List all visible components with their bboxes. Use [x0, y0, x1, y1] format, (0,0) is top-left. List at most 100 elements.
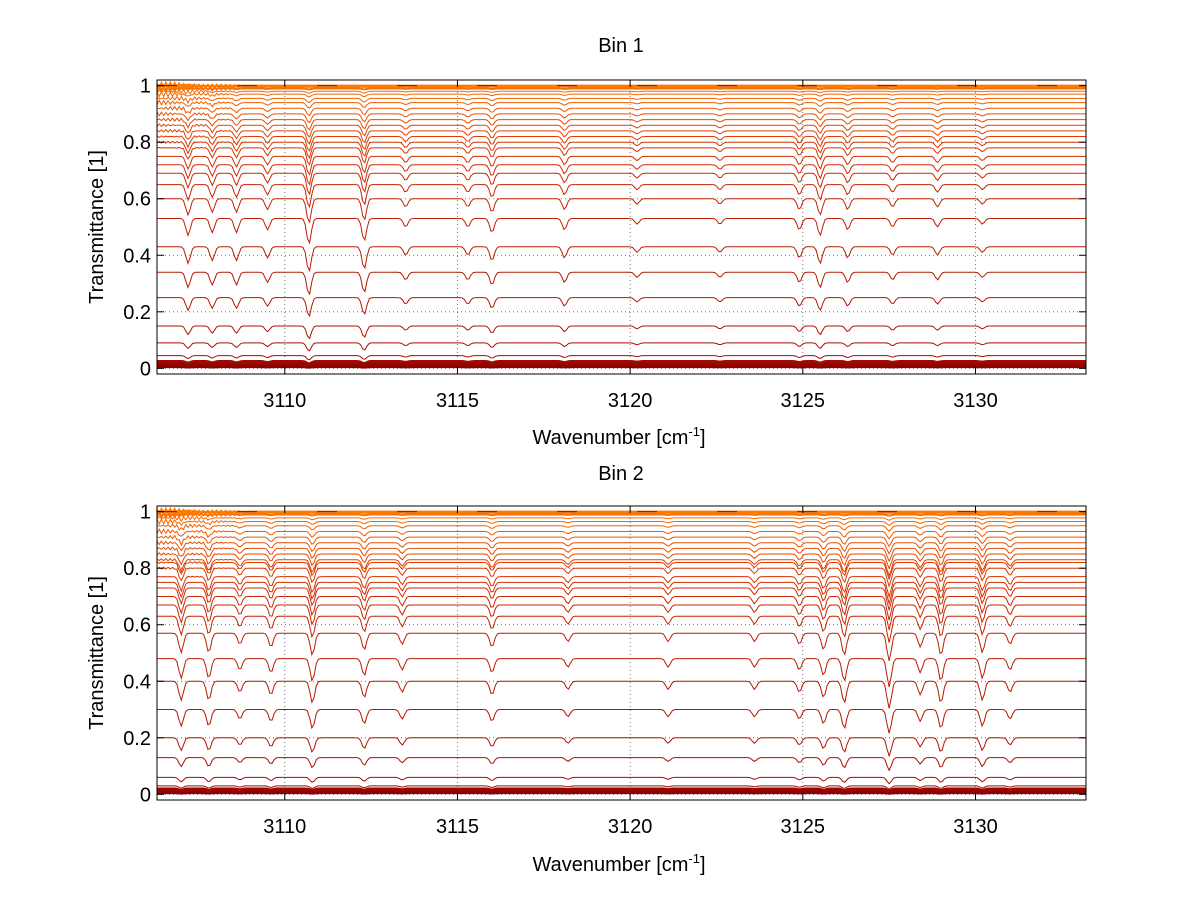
series-line [157, 172, 1086, 196]
series-line [157, 360, 1086, 365]
series-group [156, 506, 1086, 795]
series-line [156, 506, 1086, 517]
series-line [156, 111, 1086, 124]
x-axis-ticks: 3110 3115 3120 3125 3130 [263, 506, 998, 838]
series-line [157, 218, 1086, 245]
x-tick-label: 3125 [781, 816, 826, 838]
series-line [156, 566, 1086, 588]
plot-frame [156, 505, 1087, 801]
series-line [156, 546, 1086, 563]
series-line [156, 523, 1086, 532]
chart-title: Bin 2 [598, 463, 644, 485]
y-tick-label: 0.4 [123, 671, 151, 693]
series-line [156, 88, 1086, 95]
series-line [157, 184, 1086, 209]
y-tick-label: 1 [140, 76, 151, 98]
y-tick-label: 0.2 [123, 302, 151, 324]
y-axis-ticks: 0 0.2 0.4 0.6 0.8 1 [123, 502, 1086, 806]
x-axis-label: Wavenumber [cm-1] [532, 424, 705, 449]
series-line [157, 709, 1086, 734]
x-axis-ticks: 3110 3115 3120 3125 3130 [263, 80, 998, 412]
series-line [157, 791, 1086, 795]
y-axis-label: Transmittance [1] [86, 150, 108, 304]
series-line [156, 509, 1086, 520]
y-axis-label: Transmittance [1] [86, 576, 108, 730]
series-line [157, 787, 1086, 793]
x-tick-label: 3115 [436, 390, 479, 412]
series-line [157, 364, 1086, 368]
y-tick-label: 0.6 [123, 615, 151, 637]
series-line [156, 83, 1086, 94]
series-line [157, 587, 1086, 611]
series-line [157, 271, 1086, 296]
series-line [156, 105, 1086, 117]
x-tick-label: 3115 [436, 816, 479, 838]
x-tick-label: 3120 [608, 816, 653, 838]
series-line [156, 90, 1086, 99]
series-line [157, 658, 1086, 687]
series-line [157, 355, 1086, 361]
series-line [157, 246, 1086, 273]
x-tick-label: 3110 [263, 816, 306, 838]
series-line [157, 757, 1086, 772]
series-line [156, 534, 1086, 548]
series-line [156, 99, 1086, 109]
x-tick-label: 3130 [953, 390, 998, 412]
x-tick-label: 3125 [781, 390, 826, 412]
series-line [156, 128, 1086, 145]
series-line [157, 581, 1086, 606]
series-line [157, 776, 1086, 785]
grid [157, 506, 1086, 800]
series-line [157, 615, 1086, 643]
plot-frame [156, 79, 1087, 375]
series-line [157, 632, 1086, 662]
series-line [157, 604, 1086, 631]
chart-bin-1: Bin 1 3110 3115 3120 3125 3130 0 0.2 0.4 0.6 0.8… [86, 35, 1087, 449]
series-line [156, 117, 1086, 131]
x-tick-label: 3130 [953, 816, 998, 838]
series-line [156, 140, 1086, 159]
y-tick-label: 0.2 [123, 728, 151, 750]
y-tick-label: 0.8 [123, 558, 151, 580]
series-line [157, 198, 1086, 224]
series-line [156, 575, 1086, 599]
y-tick-label: 0 [140, 784, 151, 806]
series-line [157, 737, 1086, 758]
series-line [156, 528, 1086, 540]
y-tick-label: 0.6 [123, 189, 151, 211]
series-line [157, 785, 1086, 790]
chart-bin-2: Bin 2 3110 3115 3120 3125 3130 0 0.2 0.4 0.6 0.8… [86, 463, 1087, 876]
series-line [156, 146, 1086, 166]
series-line [157, 164, 1086, 186]
y-tick-label: 1 [140, 502, 151, 524]
series-line [156, 552, 1086, 570]
x-axis-label: Wavenumber [cm-1] [532, 851, 705, 876]
y-tick-label: 0.4 [123, 245, 151, 267]
series-line [156, 80, 1086, 91]
series-group [156, 80, 1086, 369]
series-line [157, 297, 1086, 318]
series-line [156, 540, 1086, 555]
series-line [156, 95, 1086, 105]
series-line [156, 123, 1086, 138]
series-line [156, 135, 1086, 152]
x-tick-label: 3110 [263, 390, 306, 412]
series-line [156, 515, 1086, 523]
x-tick-label: 3120 [608, 390, 653, 412]
chart-title: Bin 1 [598, 35, 644, 57]
series-line [156, 517, 1086, 526]
series-line [157, 325, 1086, 340]
y-axis-ticks: 0 0.2 0.4 0.6 0.8 1 [123, 76, 1086, 380]
series-line [156, 557, 1086, 578]
series-line [157, 680, 1086, 709]
series-line [156, 561, 1086, 581]
series-line [157, 362, 1086, 367]
series-line [157, 342, 1086, 352]
series-line [157, 155, 1086, 176]
series-line [157, 790, 1086, 794]
grid [157, 80, 1086, 374]
y-tick-label: 0.8 [123, 132, 151, 154]
series-line [157, 595, 1086, 621]
y-tick-label: 0 [140, 358, 151, 380]
